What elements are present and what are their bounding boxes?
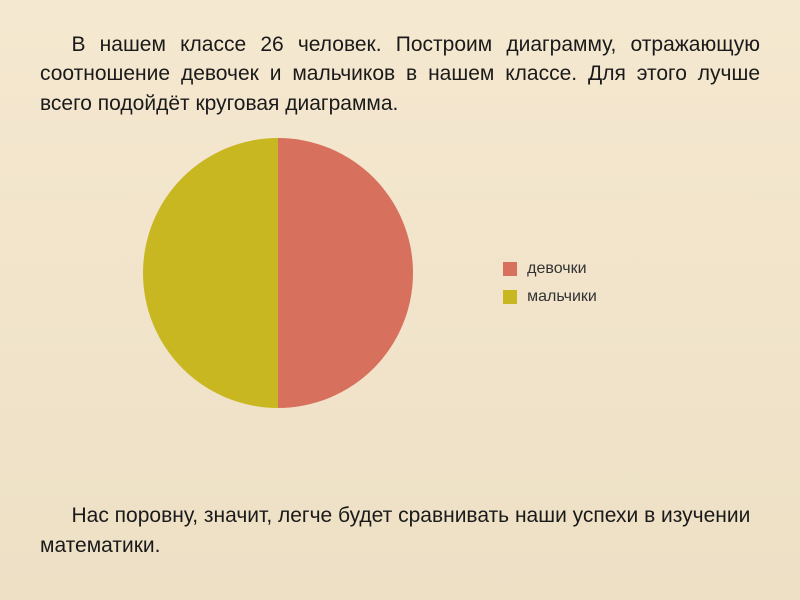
- pie-slice: [278, 138, 413, 408]
- pie-slice: [143, 138, 278, 408]
- chart-area: девочки мальчики: [40, 138, 760, 408]
- legend-swatch-girls: [503, 262, 517, 276]
- legend: девочки мальчики: [503, 260, 597, 306]
- legend-item-girls: девочки: [503, 260, 597, 278]
- pie-chart: [143, 138, 413, 408]
- outro-paragraph: Нас поровну, значит, легче будет сравнив…: [40, 501, 760, 560]
- legend-swatch-boys: [503, 290, 517, 304]
- intro-paragraph: В нашем классе 26 человек. Построим диаг…: [40, 30, 760, 118]
- legend-label-girls: девочки: [527, 260, 586, 278]
- legend-item-boys: мальчики: [503, 288, 597, 306]
- legend-label-boys: мальчики: [527, 288, 597, 306]
